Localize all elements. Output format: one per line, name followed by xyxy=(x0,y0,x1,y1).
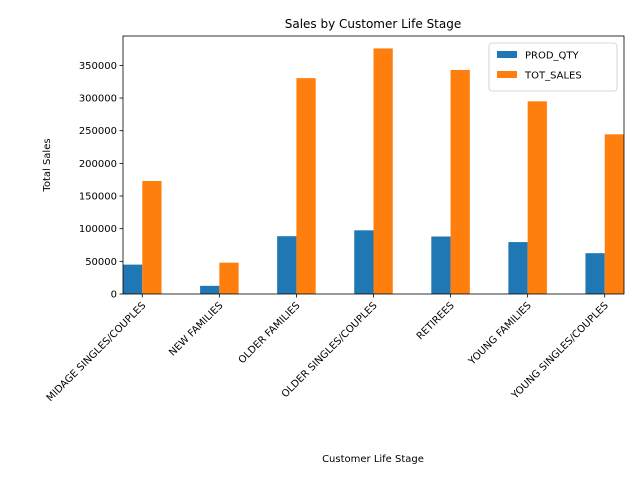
legend-label-tot-sales: TOT_SALES xyxy=(524,71,582,82)
bar-tot-sales-2 xyxy=(296,78,316,294)
bar-tot-sales-4 xyxy=(450,69,470,295)
y-tick-label: 250000 xyxy=(79,126,117,137)
y-axis-label: Total Sales xyxy=(42,138,53,192)
axes xyxy=(119,35,625,298)
x-axis-label: Customer Life Stage xyxy=(322,454,424,465)
y-tick-label: 300000 xyxy=(79,94,117,105)
x-tick-label: NEW FAMILIES xyxy=(167,300,225,358)
bar-prod-qty-4 xyxy=(431,236,451,294)
x-tick-label: OLDER FAMILIES xyxy=(237,300,303,366)
y-tick-label: 50000 xyxy=(85,257,117,268)
x-tick-label: YOUNG FAMILIES xyxy=(466,300,534,368)
bar-tot-sales-5 xyxy=(527,101,547,294)
x-tick-label: RETIREES xyxy=(415,300,457,342)
bar-prod-qty-5 xyxy=(508,242,528,294)
bar-tot-sales-6 xyxy=(604,134,624,294)
legend-label-prod-qty: PROD_QTY xyxy=(525,51,580,62)
x-tick-label: MIDAGE SINGLES/COUPLES xyxy=(45,300,149,404)
legend-swatch-prod-qty xyxy=(497,51,517,58)
y-tick-label: 0 xyxy=(111,290,117,301)
legend-swatch-tot-sales xyxy=(497,71,517,78)
legend: PROD_QTY TOT_SALES xyxy=(488,42,618,92)
bar-tot-sales-0 xyxy=(142,181,162,294)
y-tick-label: 350000 xyxy=(79,61,117,72)
bars xyxy=(123,48,624,295)
y-tick-label: 150000 xyxy=(79,192,117,203)
bar-prod-qty-3 xyxy=(354,230,374,294)
bar-tot-sales-1 xyxy=(219,262,239,294)
bar-prod-qty-2 xyxy=(277,236,297,294)
x-tick-labels: MIDAGE SINGLES/COUPLES NEW FAMILIES OLDER … xyxy=(45,300,611,404)
bar-prod-qty-0 xyxy=(123,264,143,294)
chart-title: Sales by Customer Life Stage xyxy=(285,17,462,31)
bar-tot-sales-3 xyxy=(373,48,393,294)
y-tick-labels: 0 50000 100000 150000 200000 250000 300000 3500… xyxy=(79,61,117,301)
y-tick-label: 100000 xyxy=(79,224,117,235)
bar-prod-qty-1 xyxy=(200,285,220,294)
bar-prod-qty-6 xyxy=(585,253,605,294)
legend-frame xyxy=(488,42,618,92)
y-tick-label: 200000 xyxy=(79,159,117,170)
